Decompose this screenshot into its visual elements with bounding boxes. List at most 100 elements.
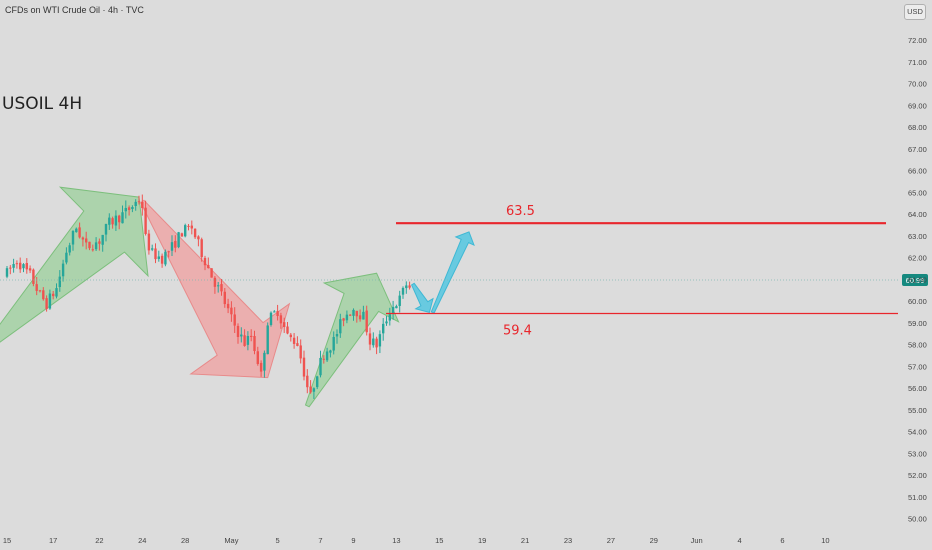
green-arrow	[304, 272, 400, 408]
symbol-label: USOIL 4H	[2, 94, 83, 114]
y-tick-label: 70.00	[908, 80, 927, 89]
candle-body	[52, 293, 55, 297]
candle-body	[91, 249, 94, 251]
x-tick-label: 6	[780, 536, 784, 545]
resistance-label: 63.5	[506, 204, 535, 219]
candle-body	[154, 248, 157, 260]
candle-body	[243, 335, 246, 346]
candle-body	[170, 242, 174, 251]
candle-body	[127, 207, 131, 211]
candle-body	[207, 265, 210, 269]
candle-body	[114, 215, 118, 226]
candle-body	[259, 362, 263, 372]
y-tick-label: 64.00	[908, 210, 927, 219]
candles	[5, 194, 411, 399]
candle-body	[286, 326, 289, 334]
candle-body	[335, 334, 339, 337]
candle-body	[269, 312, 273, 325]
y-tick-label: 72.00	[908, 36, 927, 45]
y-tick-label: 66.00	[908, 167, 927, 176]
current-price-label: 60.99	[906, 276, 925, 285]
candle-body	[306, 375, 309, 388]
y-tick-label: 69.00	[908, 101, 927, 110]
candle-body	[292, 337, 296, 344]
candle-body	[223, 291, 226, 305]
x-tick-label: 15	[435, 536, 443, 545]
candle-body	[375, 338, 378, 348]
x-axis: 15 17 22 24 28 May 5 7 9 13 15 19 21 23 27 29 Jun 4 6 10	[3, 536, 830, 545]
candle-body	[81, 237, 85, 240]
green-arrow	[0, 186, 149, 343]
y-tick-label: 57.00	[908, 362, 927, 371]
candle-body	[240, 334, 243, 337]
candle-body	[230, 307, 233, 315]
support-label: 59.4	[503, 323, 532, 338]
candle-body	[217, 285, 220, 287]
candle-body	[147, 233, 151, 251]
candle-body	[299, 345, 302, 359]
candle-body	[184, 225, 187, 237]
candle-body	[141, 202, 144, 209]
x-tick-label: May	[224, 536, 238, 545]
candle-body	[362, 311, 365, 320]
candle-body	[319, 357, 322, 376]
x-tick-label: 13	[392, 536, 400, 545]
y-axis: 72.00 71.00 70.00 69.00 68.00 67.00 66.00 65.00…	[908, 36, 927, 524]
currency-button[interactable]: USD	[904, 4, 926, 20]
cyan-arrow	[430, 231, 475, 314]
candle-body	[104, 223, 108, 235]
candle-body	[220, 284, 223, 292]
candle-body	[144, 207, 147, 234]
candle-body	[137, 201, 141, 203]
candle-body	[35, 284, 38, 291]
candle-body	[22, 264, 25, 269]
candle-body	[71, 231, 75, 245]
x-tick-label: Jun	[691, 536, 703, 545]
candle-body	[174, 240, 177, 248]
y-tick-label: 52.00	[908, 471, 927, 480]
y-tick-label: 63.00	[908, 232, 927, 241]
candle-body	[378, 334, 382, 347]
candle-body	[289, 334, 292, 338]
candle-body	[118, 215, 121, 223]
candle-body	[55, 288, 58, 297]
y-tick-label: 51.00	[908, 493, 927, 502]
candle-body	[164, 251, 167, 265]
candle-body	[28, 268, 32, 271]
candle-body	[342, 318, 345, 321]
candle-body	[197, 236, 200, 240]
candle-body	[131, 207, 134, 210]
candle-body	[85, 238, 88, 243]
candle-body	[398, 295, 401, 306]
candle-body	[61, 263, 65, 277]
cyan-arrow	[410, 282, 434, 314]
x-tick-label: 21	[521, 536, 529, 545]
candle-body	[200, 239, 203, 258]
x-tick-label: 15	[3, 536, 11, 545]
candle-body	[9, 267, 12, 269]
candle-body	[75, 228, 78, 233]
candle-body	[395, 306, 398, 309]
candle-body	[405, 285, 408, 289]
candle-body	[180, 233, 184, 237]
x-tick-label: 7	[318, 536, 322, 545]
y-tick-label: 55.00	[908, 406, 927, 415]
candle-body	[121, 212, 124, 224]
x-tick-label: 19	[478, 536, 486, 545]
candle-body	[38, 290, 42, 292]
candle-body	[391, 306, 395, 314]
current-price-badge	[902, 273, 928, 286]
x-tick-label: 5	[276, 536, 280, 545]
x-tick-label: 4	[738, 536, 742, 545]
candle-body	[372, 338, 375, 346]
candle-body	[193, 228, 197, 238]
y-tick-label: 56.00	[908, 384, 927, 393]
chart-header-title: CFDs on WTI Crude Oil · 4h · TVC	[5, 5, 144, 15]
x-tick-label: 9	[351, 536, 355, 545]
candle-body	[48, 293, 52, 309]
candle-body	[349, 314, 352, 316]
y-tick-label: 54.00	[908, 428, 927, 437]
y-tick-label: 68.00	[908, 123, 927, 132]
